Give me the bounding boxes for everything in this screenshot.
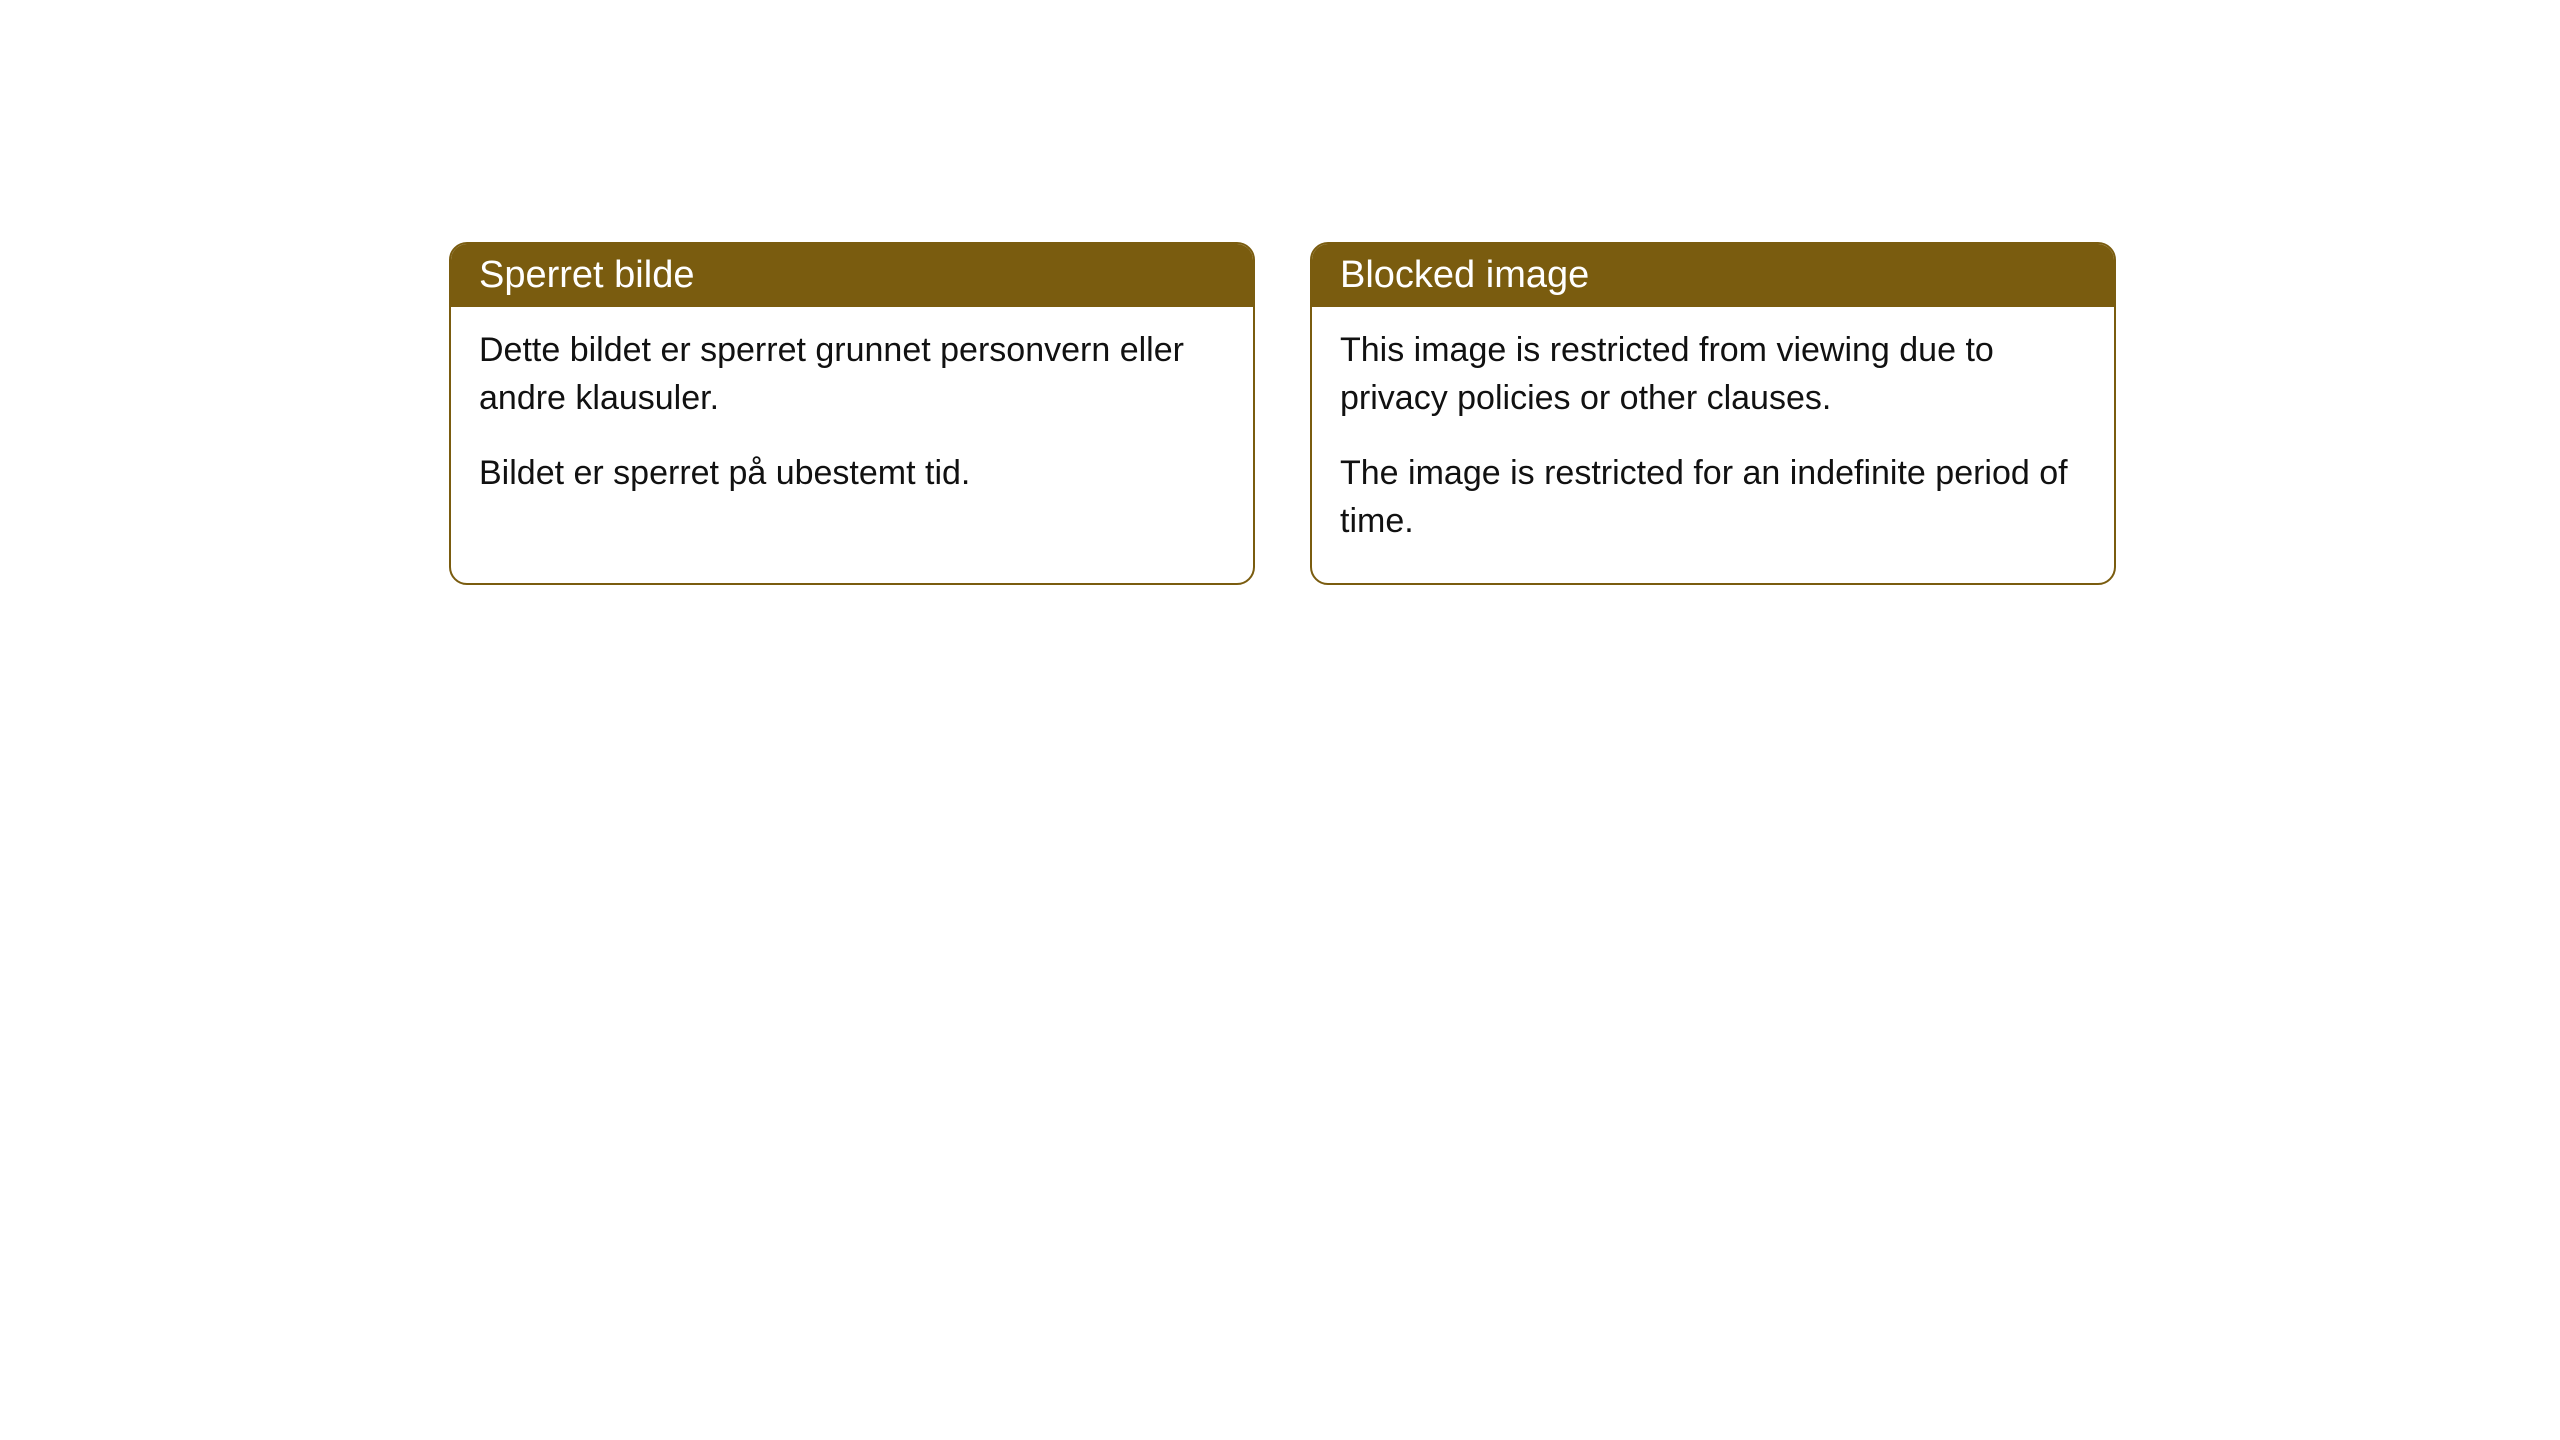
card-body-en: This image is restricted from viewing du…: [1312, 307, 2114, 583]
card-paragraph-2-no: Bildet er sperret på ubestemt tid.: [479, 450, 1225, 498]
card-paragraph-2-en: The image is restricted for an indefinit…: [1340, 450, 2086, 545]
blocked-image-card-no: Sperret bilde Dette bildet er sperret gr…: [449, 242, 1255, 585]
card-body-no: Dette bildet er sperret grunnet personve…: [451, 307, 1253, 536]
blocked-image-card-en: Blocked image This image is restricted f…: [1310, 242, 2116, 585]
card-header-en: Blocked image: [1312, 244, 2114, 307]
card-header-no: Sperret bilde: [451, 244, 1253, 307]
cards-container: Sperret bilde Dette bildet er sperret gr…: [449, 242, 2116, 585]
card-paragraph-1-en: This image is restricted from viewing du…: [1340, 327, 2086, 422]
card-paragraph-1-no: Dette bildet er sperret grunnet personve…: [479, 327, 1225, 422]
